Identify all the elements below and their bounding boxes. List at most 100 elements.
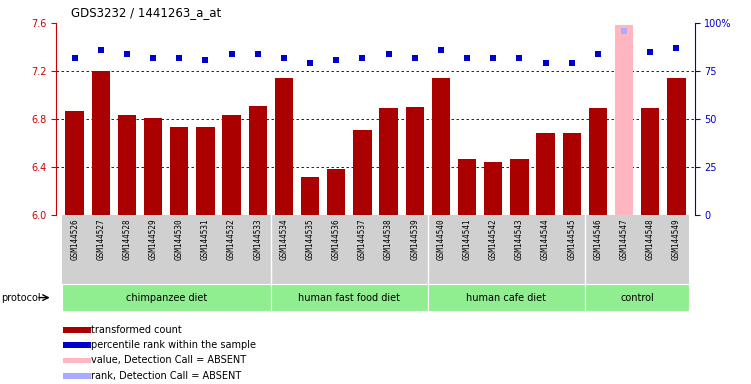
Bar — [65, 111, 84, 215]
Bar — [92, 71, 110, 215]
Bar — [510, 159, 529, 215]
Bar — [271, 284, 428, 311]
Bar — [536, 134, 555, 215]
Bar — [615, 25, 633, 215]
Text: chimpanzee diet: chimpanzee diet — [125, 293, 207, 303]
Bar — [379, 108, 398, 215]
Point — [252, 51, 264, 57]
Bar — [245, 215, 271, 284]
Text: GSM144546: GSM144546 — [593, 218, 602, 260]
Bar — [62, 284, 271, 311]
Bar — [114, 215, 140, 284]
Bar — [585, 215, 611, 284]
Text: GSM144539: GSM144539 — [410, 218, 419, 260]
Bar — [428, 215, 454, 284]
Point — [409, 55, 421, 61]
Text: GSM144538: GSM144538 — [384, 218, 393, 260]
Point — [592, 51, 604, 57]
Bar — [62, 373, 92, 379]
Bar — [562, 134, 581, 215]
Bar — [480, 215, 506, 284]
Bar — [170, 127, 189, 215]
Bar — [589, 108, 607, 215]
Bar — [484, 162, 502, 215]
Text: GSM144549: GSM144549 — [672, 218, 681, 260]
Point — [382, 51, 394, 57]
Bar — [62, 358, 92, 363]
Bar — [406, 107, 424, 215]
Text: control: control — [620, 293, 654, 303]
Text: GSM144535: GSM144535 — [306, 218, 315, 260]
Text: human cafe diet: human cafe diet — [466, 293, 546, 303]
Text: GSM144526: GSM144526 — [70, 218, 79, 260]
Text: GSM144536: GSM144536 — [332, 218, 341, 260]
Bar — [323, 215, 349, 284]
Text: GSM144547: GSM144547 — [620, 218, 629, 260]
Text: GSM144527: GSM144527 — [96, 218, 105, 260]
Bar — [506, 215, 532, 284]
Bar — [301, 177, 319, 215]
Bar — [641, 108, 659, 215]
Bar — [196, 127, 215, 215]
Point — [487, 55, 499, 61]
Text: protocol: protocol — [2, 293, 41, 303]
Bar — [376, 215, 402, 284]
Bar — [353, 130, 372, 215]
Bar — [611, 215, 637, 284]
Bar — [454, 215, 480, 284]
Text: GSM144543: GSM144543 — [515, 218, 524, 260]
Bar — [559, 215, 585, 284]
Text: percentile rank within the sample: percentile rank within the sample — [92, 340, 256, 350]
Bar — [663, 215, 689, 284]
Bar — [62, 327, 92, 333]
Text: GSM144528: GSM144528 — [122, 218, 131, 260]
Text: GSM144534: GSM144534 — [279, 218, 288, 260]
Text: human fast food diet: human fast food diet — [298, 293, 400, 303]
Text: GSM144532: GSM144532 — [227, 218, 236, 260]
Text: GSM144544: GSM144544 — [541, 218, 550, 260]
Bar — [637, 215, 663, 284]
Point — [173, 55, 185, 61]
Text: GSM144531: GSM144531 — [201, 218, 210, 260]
Bar — [428, 284, 585, 311]
Point — [225, 51, 237, 57]
Bar — [458, 159, 476, 215]
Bar — [144, 118, 162, 215]
Point — [539, 60, 551, 66]
Bar — [140, 215, 166, 284]
Point — [95, 47, 107, 53]
Point — [147, 55, 159, 61]
Text: GSM144545: GSM144545 — [567, 218, 576, 260]
Point — [566, 60, 578, 66]
Text: value, Detection Call = ABSENT: value, Detection Call = ABSENT — [92, 356, 246, 366]
Point — [644, 49, 656, 55]
Bar — [88, 215, 114, 284]
Point — [68, 55, 80, 61]
Bar — [192, 215, 219, 284]
Bar — [166, 215, 192, 284]
Point — [357, 55, 369, 61]
Point — [514, 55, 526, 61]
Bar — [62, 215, 88, 284]
Bar — [275, 78, 293, 215]
Point — [435, 47, 447, 53]
Bar — [432, 78, 450, 215]
Text: GSM144533: GSM144533 — [253, 218, 262, 260]
Bar — [532, 215, 559, 284]
Point — [121, 51, 133, 57]
Text: GSM144548: GSM144548 — [646, 218, 655, 260]
Bar — [585, 284, 689, 311]
Bar — [219, 215, 245, 284]
Text: GSM144540: GSM144540 — [436, 218, 445, 260]
Bar — [271, 215, 297, 284]
Text: rank, Detection Call = ABSENT: rank, Detection Call = ABSENT — [92, 371, 242, 381]
Text: GSM144529: GSM144529 — [149, 218, 158, 260]
Bar — [349, 215, 376, 284]
Point — [278, 55, 290, 61]
Bar — [667, 78, 686, 215]
Text: GSM144542: GSM144542 — [489, 218, 498, 260]
Bar — [222, 116, 241, 215]
Point — [304, 60, 316, 66]
Point — [330, 56, 342, 63]
Bar — [62, 343, 92, 348]
